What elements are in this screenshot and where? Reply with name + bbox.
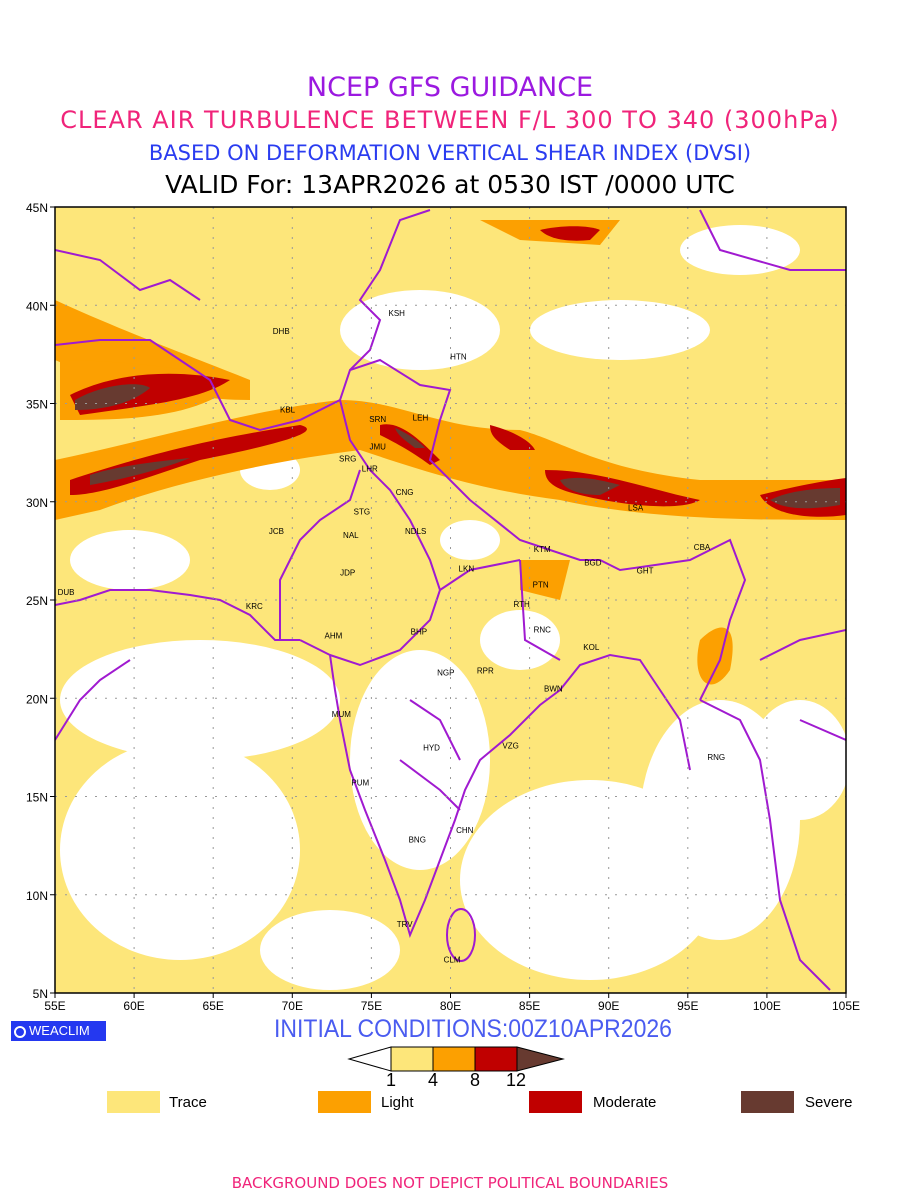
city-label: PUM bbox=[351, 779, 369, 788]
city-label: KBL bbox=[280, 405, 296, 414]
map: 55E 60E 65E 70E 75E 80E 85E 90E 95E 100E 105E 45N 40… bbox=[26, 201, 860, 1010]
chart-subtitle: CLEAR AIR TURBULENCE BETWEEN F/L 300 TO … bbox=[60, 106, 840, 134]
city-label: SRN bbox=[369, 415, 386, 424]
y-tick-label: 20N bbox=[26, 692, 48, 706]
city-label: DHB bbox=[273, 327, 290, 336]
city-label: NDLS bbox=[405, 527, 426, 536]
city-label: PTN bbox=[533, 580, 549, 589]
y-tick-label: 15N bbox=[26, 791, 48, 805]
turbulence-field bbox=[55, 207, 846, 993]
legend-swatch-trace bbox=[107, 1091, 160, 1113]
chart-method: BASED ON DEFORMATION VERTICAL SHEAR INDE… bbox=[148, 141, 752, 165]
x-tick-label: 55E bbox=[44, 999, 65, 1010]
city-label: KOL bbox=[583, 643, 600, 652]
city-label: VZG bbox=[502, 741, 518, 750]
city-label: MUM bbox=[332, 710, 351, 719]
boundaries bbox=[55, 209, 846, 991]
city-label: KSH bbox=[388, 309, 405, 318]
city-label: CLM bbox=[444, 956, 461, 965]
logo-icon bbox=[14, 1026, 26, 1038]
legend-label-trace: Trace bbox=[169, 1094, 207, 1111]
colorbar-label: 12 bbox=[506, 1070, 527, 1090]
colorbar-low-arrow bbox=[347, 1046, 392, 1072]
city-label: LEH bbox=[413, 413, 429, 422]
city-label: RTH bbox=[514, 600, 531, 609]
city-label: JDP bbox=[340, 568, 355, 577]
city-label: CBA bbox=[694, 543, 711, 552]
city-label: STG bbox=[354, 508, 370, 517]
weaclim-logo[interactable]: WEACLIM bbox=[11, 1021, 106, 1041]
y-tick-label: 40N bbox=[26, 299, 48, 313]
city-labels: KSH DHB HTN KBL SRN LEH JMU SRG LHR CNG STG NAL JCB N… bbox=[58, 309, 726, 964]
city-label: GHT bbox=[637, 567, 654, 576]
colorbar-label: 1 bbox=[386, 1070, 397, 1090]
city-label: LSA bbox=[628, 504, 644, 513]
y-tick-label: 25N bbox=[26, 594, 48, 608]
city-label: KTM bbox=[534, 545, 551, 554]
chart-title: NCEP GFS GUIDANCE bbox=[306, 72, 594, 103]
x-tick-label: 105E bbox=[832, 999, 860, 1010]
colorbar-moderate bbox=[474, 1046, 518, 1072]
x-tick-label: 75E bbox=[361, 999, 382, 1010]
colorbar-trace bbox=[390, 1046, 434, 1072]
city-label: NAL bbox=[343, 531, 359, 540]
x-tick-label: 80E bbox=[440, 999, 461, 1010]
x-tick-label: 95E bbox=[677, 999, 698, 1010]
city-label: HTN bbox=[450, 352, 467, 361]
colorbar-label: 4 bbox=[428, 1070, 439, 1090]
x-tick-label: 100E bbox=[753, 999, 781, 1010]
x-tick-label: 65E bbox=[203, 999, 224, 1010]
legend-label-severe: Severe bbox=[805, 1094, 853, 1111]
city-label: BWN bbox=[544, 684, 563, 693]
disclaimer: BACKGROUND DOES NOT DEPICT POLITICAL BOU… bbox=[231, 1174, 669, 1192]
initial-conditions: INITIAL CONDITIONS:00Z10APR2026 bbox=[274, 1015, 672, 1043]
y-tick-label: 10N bbox=[26, 889, 48, 903]
graticule bbox=[55, 207, 846, 993]
y-tick-label: 45N bbox=[26, 201, 48, 215]
colorbar-label: 8 bbox=[470, 1070, 481, 1090]
legend-swatch-light bbox=[318, 1091, 371, 1113]
clear-areas bbox=[60, 225, 846, 990]
city-label: SRG bbox=[339, 455, 356, 464]
city-label: JMU bbox=[370, 443, 387, 452]
city-label: BNG bbox=[409, 836, 426, 845]
x-tick-label: 85E bbox=[519, 999, 540, 1010]
city-label: RNC bbox=[534, 625, 552, 634]
x-tick-label: 60E bbox=[123, 999, 144, 1010]
axis-ticks: 55E 60E 65E 70E 75E 80E 85E 90E 95E 100E 105E 45N 40… bbox=[26, 201, 860, 1010]
valid-time: VALID For: 13APR2026 at 0530 IST /0000 U… bbox=[165, 170, 735, 199]
x-tick-label: 90E bbox=[598, 999, 619, 1010]
y-tick-label: 5N bbox=[33, 987, 48, 1001]
city-label: JCB bbox=[269, 527, 284, 536]
legend-swatch-moderate bbox=[529, 1091, 582, 1113]
city-label: CHN bbox=[456, 826, 474, 835]
colorbar bbox=[347, 1046, 565, 1072]
city-label: HYD bbox=[423, 743, 440, 752]
x-tick-label: 70E bbox=[282, 999, 303, 1010]
city-label: CNG bbox=[396, 488, 414, 497]
city-label: LHR bbox=[362, 464, 378, 473]
city-label: BGD bbox=[584, 559, 602, 568]
legend-label-moderate: Moderate bbox=[593, 1094, 657, 1111]
colorbar-high-arrow bbox=[516, 1046, 565, 1072]
city-label: LKN bbox=[459, 565, 475, 574]
city-label: AHM bbox=[325, 631, 343, 640]
city-label: KRC bbox=[246, 602, 263, 611]
city-label: NGP bbox=[437, 669, 454, 678]
y-tick-label: 35N bbox=[26, 398, 48, 412]
colorbar-light bbox=[432, 1046, 476, 1072]
legend-swatch-severe bbox=[741, 1091, 794, 1113]
severe-areas bbox=[75, 384, 840, 509]
city-label: RNG bbox=[707, 753, 725, 762]
city-label: RPR bbox=[477, 667, 494, 676]
y-tick-label: 30N bbox=[26, 496, 48, 510]
city-label: DUB bbox=[58, 588, 75, 597]
legend-label-light: Light bbox=[381, 1094, 414, 1111]
city-label: TRV bbox=[397, 920, 414, 929]
city-label: BHP bbox=[411, 627, 427, 636]
